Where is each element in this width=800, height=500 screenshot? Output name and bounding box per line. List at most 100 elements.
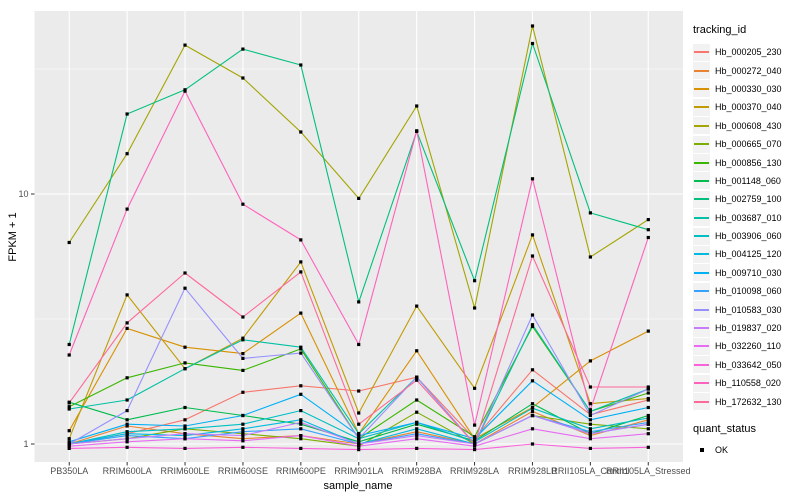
data-point (473, 306, 477, 310)
line-swatch-icon (694, 143, 709, 146)
data-point (183, 427, 187, 431)
data-point (299, 238, 303, 242)
data-point (588, 437, 592, 441)
x-tick-label: RRIM600PE (276, 466, 326, 476)
data-point (588, 432, 592, 436)
data-point (183, 345, 187, 349)
data-point (67, 405, 71, 409)
data-point (415, 430, 419, 434)
x-tick-label: RRIM600LE (161, 466, 210, 476)
legend-item-Hb_032260_110: Hb_032260_110 (693, 337, 799, 355)
data-point (299, 351, 303, 355)
data-point (299, 409, 303, 413)
legend-item-Hb_001148_060: Hb_001148_060 (693, 172, 799, 190)
data-point (125, 432, 129, 436)
legend-item-Hb_009710_030: Hb_009710_030 (693, 264, 799, 282)
data-point (646, 416, 650, 420)
data-point (473, 440, 477, 444)
data-point (415, 422, 419, 426)
data-point (588, 385, 592, 389)
data-point (530, 24, 535, 28)
data-point (473, 437, 477, 441)
data-point (530, 233, 535, 237)
data-point (646, 396, 650, 401)
data-point (646, 405, 650, 410)
line-swatch-icon (694, 216, 709, 219)
data-point (588, 418, 592, 422)
data-point (125, 440, 129, 444)
legend-key (693, 62, 710, 80)
data-point (299, 418, 303, 422)
data-point (357, 442, 361, 446)
data-point (357, 411, 361, 415)
data-point (646, 420, 650, 424)
data-point (125, 430, 129, 434)
line-swatch-icon (694, 87, 709, 90)
data-point (241, 338, 245, 342)
data-point (473, 442, 477, 446)
data-point (67, 407, 71, 411)
data-point (646, 228, 650, 232)
legend-item-Hb_004125_120: Hb_004125_120 (693, 245, 799, 263)
data-point (299, 420, 303, 424)
legend-item-Hb_000330_030: Hb_000330_030 (693, 80, 799, 98)
x-tick-label: RRIM928LA (450, 466, 499, 476)
data-point (357, 422, 361, 426)
data-point (241, 432, 245, 436)
legend-label: Hb_019837_020 (715, 323, 782, 334)
data-point (415, 432, 419, 436)
data-point (299, 63, 303, 67)
data-point (67, 240, 71, 245)
data-point (241, 437, 245, 441)
x-axis-title: sample_name (323, 480, 393, 492)
data-point (646, 413, 650, 418)
line-swatch-icon (694, 363, 709, 366)
legend-key (693, 374, 710, 392)
data-point (357, 437, 361, 441)
line-swatch-icon (694, 51, 709, 54)
line-swatch-icon (694, 253, 709, 256)
data-point (588, 408, 592, 412)
data-point (299, 422, 303, 426)
data-point (473, 444, 477, 448)
data-point (299, 130, 303, 134)
data-point (125, 409, 129, 413)
data-point (357, 432, 361, 436)
legend-title: tracking_id (693, 24, 747, 36)
line-swatch-icon (694, 382, 709, 385)
data-point (183, 271, 187, 275)
data-point (183, 367, 187, 371)
quant-ok-label: OK (715, 445, 729, 455)
line-swatch-icon (694, 271, 709, 274)
legend-label: Hb_000370_040 (715, 102, 782, 113)
data-point (588, 211, 592, 215)
data-point (530, 254, 535, 258)
data-point (357, 300, 361, 304)
legend-label: Hb_000330_030 (715, 83, 782, 94)
legend-label: Hb_003687_010 (715, 212, 782, 223)
data-point (530, 177, 535, 181)
x-tick-label: RRIM901LA (334, 466, 383, 476)
data-point (357, 444, 361, 448)
data-point (125, 321, 129, 325)
data-point (588, 434, 592, 438)
data-point (183, 361, 187, 365)
legend: tracking_id Hb_000205_230 Hb_000272_040 Hb… (693, 24, 799, 459)
legend-item-Hb_172632_130: Hb_172632_130 (693, 392, 799, 411)
data-point (299, 446, 303, 450)
data-point (530, 427, 535, 431)
legend-label: Hb_000665_070 (715, 139, 782, 150)
data-point (241, 315, 245, 319)
data-point (473, 423, 477, 427)
data-point (299, 384, 303, 388)
y-tick-label: 1 (23, 439, 28, 449)
legend-label: Hb_000205_230 (715, 47, 782, 58)
data-point (646, 432, 650, 436)
legend-key (693, 98, 710, 116)
quant-legend-title: quant_status (693, 422, 756, 435)
legend-label: Hb_032260_110 (715, 341, 781, 352)
data-point (415, 410, 419, 414)
data-point (183, 437, 187, 441)
data-point (646, 385, 650, 389)
data-point (125, 152, 129, 156)
